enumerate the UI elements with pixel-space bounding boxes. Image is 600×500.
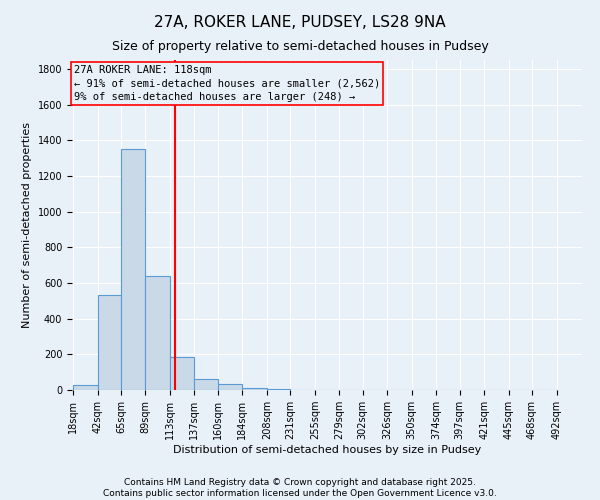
Bar (242, 388, 267, 390)
Bar (121, 149, 145, 390)
Y-axis label: Number of semi-detached properties: Number of semi-detached properties (22, 122, 32, 328)
X-axis label: Distribution of semi-detached houses by size in Pudsey: Distribution of semi-detached houses by … (173, 445, 481, 455)
Bar (145, 276, 170, 390)
Text: Contains HM Land Registry data © Crown copyright and database right 2025.
Contai: Contains HM Land Registry data © Crown c… (103, 478, 497, 498)
Text: Size of property relative to semi-detached houses in Pudsey: Size of property relative to semi-detach… (112, 40, 488, 53)
Bar (170, 357, 194, 390)
Bar (73, 384, 97, 390)
Text: 27A, ROKER LANE, PUDSEY, LS28 9NA: 27A, ROKER LANE, PUDSEY, LS28 9NA (154, 15, 446, 30)
Bar (218, 384, 242, 390)
Bar (194, 380, 218, 390)
Bar (97, 296, 121, 390)
Text: 27A ROKER LANE: 118sqm
← 91% of semi-detached houses are smaller (2,562)
9% of s: 27A ROKER LANE: 118sqm ← 91% of semi-det… (74, 66, 380, 102)
Bar (267, 389, 290, 390)
